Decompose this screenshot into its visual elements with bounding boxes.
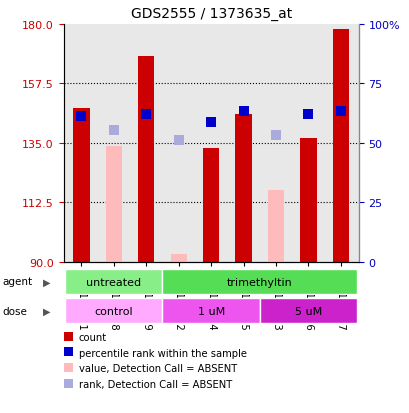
Bar <box>202 149 219 262</box>
Text: percentile rank within the sample: percentile rank within the sample <box>79 348 246 358</box>
Text: untreated: untreated <box>86 277 141 287</box>
Bar <box>267 191 283 262</box>
Text: 5 uM: 5 uM <box>294 306 321 316</box>
Bar <box>138 57 154 262</box>
Text: trimethyltin: trimethyltin <box>226 277 292 287</box>
Bar <box>65 270 162 294</box>
Bar <box>170 254 187 262</box>
Bar <box>162 270 356 294</box>
Text: control: control <box>94 306 133 316</box>
Bar <box>106 146 121 262</box>
Text: rank, Detection Call = ABSENT: rank, Detection Call = ABSENT <box>79 379 231 389</box>
Text: dose: dose <box>2 306 27 316</box>
Bar <box>259 299 356 323</box>
Bar <box>73 109 89 262</box>
Bar <box>300 138 316 262</box>
Text: value, Detection Call = ABSENT: value, Detection Call = ABSENT <box>79 363 236 373</box>
Bar <box>65 299 162 323</box>
Text: agent: agent <box>2 277 32 287</box>
Bar <box>235 114 251 262</box>
Bar <box>332 30 348 262</box>
Text: 1 uM: 1 uM <box>197 306 224 316</box>
Bar <box>162 299 259 323</box>
Text: ▶: ▶ <box>43 306 51 316</box>
Text: ▶: ▶ <box>43 277 51 287</box>
Text: count: count <box>79 332 107 342</box>
Title: GDS2555 / 1373635_at: GDS2555 / 1373635_at <box>130 7 291 21</box>
